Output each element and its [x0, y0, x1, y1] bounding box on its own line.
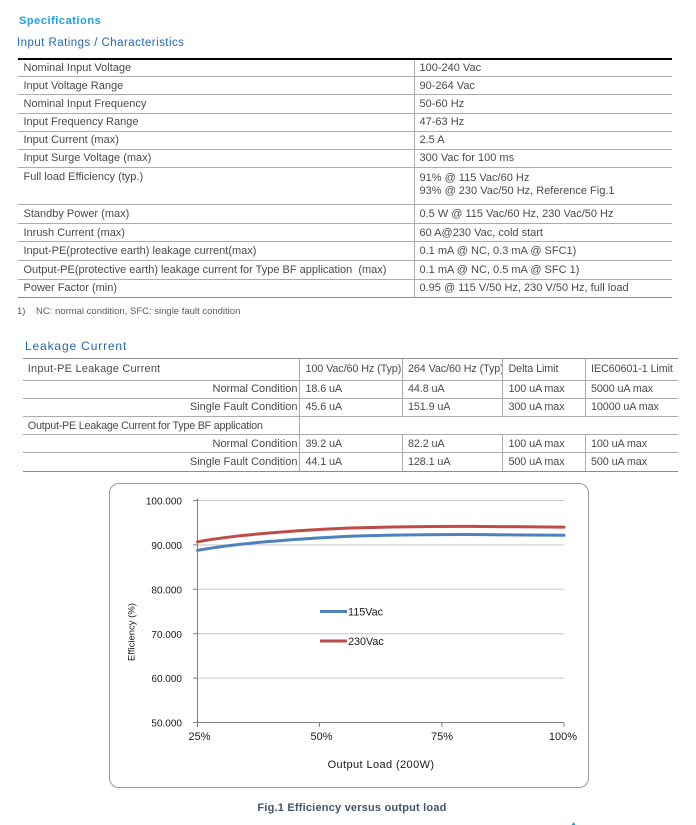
- svg-text:50.000: 50.000: [151, 719, 182, 730]
- svg-text:25%: 25%: [188, 731, 210, 743]
- svg-text:100%: 100%: [549, 731, 577, 743]
- svg-text:230Vac: 230Vac: [348, 636, 384, 648]
- svg-text:115Vac: 115Vac: [348, 606, 384, 618]
- svg-text:80.000: 80.000: [151, 585, 182, 596]
- svg-text:60.000: 60.000: [151, 674, 182, 685]
- svg-text:100.000: 100.000: [146, 497, 183, 508]
- svg-text:90.000: 90.000: [151, 541, 182, 552]
- svg-text:70.000: 70.000: [151, 630, 182, 641]
- svg-text:Efficiency (%): Efficiency (%): [126, 603, 137, 661]
- svg-text:Output Load (200W): Output Load (200W): [328, 759, 435, 771]
- svg-text:50%: 50%: [310, 731, 332, 743]
- svg-text:75%: 75%: [431, 731, 453, 743]
